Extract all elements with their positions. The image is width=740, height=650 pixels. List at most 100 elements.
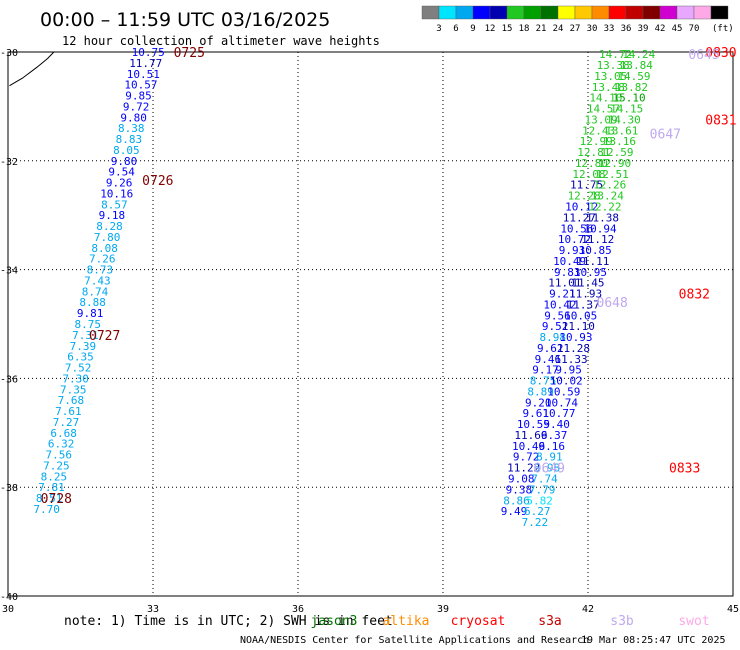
track-right-b-point: 13.16 [603,135,636,148]
pass-time-label: 0645 [688,48,719,63]
y-tick-label: -38 [0,483,18,494]
track-left-point: 8.88 [79,296,106,309]
track-right-b-point: 9.95 [555,364,582,377]
pass-time-label: 0830 [705,46,736,61]
color-scale-swatch [438,5,457,20]
track-right-a-point: 9.21 [549,288,576,301]
track-left-point: 10.16 [100,187,133,200]
track-right-a-point: 8.98 [539,331,566,344]
track-right-b-point: 13.24 [591,190,624,203]
pass-time-label: 0726 [142,174,173,189]
chart-title: 00:00 – 11:59 UTC 03/16/2025 [40,9,330,31]
track-right-a-point: 14.57 [587,103,620,116]
track-right-a-point: 8.75 [530,375,557,388]
color-scale-label: 18 [519,24,530,34]
coastline [9,51,55,87]
track-right-a-point: 9.52 [542,320,569,333]
legend-entry: cryosat [451,614,506,629]
track-right-a-point: 11.27 [563,211,596,224]
color-scale-label: 15 [502,24,513,34]
color-scale-swatch [540,5,559,20]
color-scale-label: 3 [436,24,441,34]
track-left-point: 9.54 [108,166,135,179]
pass-time-labels: 0725 0726 0727 0728 0830 0831 0832 0833 0645 0647… [41,46,737,507]
track-right-b-point: 12.51 [596,168,629,181]
x-tick-label: 45 [727,604,739,615]
color-scale-label: 24 [553,24,564,34]
track-right-b-point: 6.98 [534,462,561,475]
track-right-b-point: 7.22 [522,516,549,529]
track-left-point: 9.72 [123,100,150,113]
axis-tick-labels: 30 33 36 39 42 45 -30 -32 -34 -36 -38 -40 [0,48,739,615]
track-left-point: 10.51 [127,68,160,81]
legend-entry: s3b [610,614,634,629]
chart-subtitle: 12 hour collection of altimeter wave hei… [62,34,380,48]
color-scale-swatch [574,5,593,20]
track-left-point: 9.80 [111,155,138,168]
coastline-segment [9,51,55,87]
track-right-a-point: 10.46 [512,440,545,453]
track-left-point: 7.43 [84,274,111,287]
track-right-a-point: 9.72 [513,451,540,464]
y-tick-label: -32 [0,157,18,168]
track-left-point: 6.32 [48,438,75,451]
track-left-point: 7.39 [70,340,97,353]
track-right-b-point: 10.94 [584,222,617,235]
track-left-point: 9.18 [99,209,126,222]
track-right-b-point: 8.91 [536,451,563,464]
color-scale-swatch [659,5,678,20]
track-left-point: 7.30 [62,372,89,385]
track-right-b-point: 10.74 [545,396,578,409]
color-scale-bar: 3 6 9 12 15 18 21 24 27 30 33 36 39 42 45 70 (ft) [421,5,734,34]
track-right-b-point: 9.16 [539,440,566,453]
track-right-a-point: 12.81 [577,146,610,159]
track-right-a-point: 13.09 [584,113,617,126]
x-tick-label: 42 [582,604,594,615]
legend-entry: swot [678,614,709,629]
pass-time-label: 0831 [705,113,736,128]
track-right-b-point: 5.82 [526,494,553,507]
pass-time-label: 0647 [650,128,681,143]
track-right-a-point: 10.56 [560,222,593,235]
track-right-b-point: 11.93 [569,288,602,301]
track-right-b-point: 10.93 [559,331,592,344]
track-left-point: 8.28 [96,220,123,233]
track-right-b-point: 12.22 [588,200,621,213]
track-right-b-point: 11.38 [586,211,619,224]
track-right-a-point: 13.38 [597,59,630,72]
pass-time-label: 0832 [679,288,710,303]
track-right-a-point: 9.83 [554,266,581,279]
track-right-a-point: 10.55 [517,418,550,431]
track-right-b-point: 14.30 [608,113,641,126]
pass-time-label: 0728 [41,492,72,507]
x-tick-label: 36 [292,604,304,615]
track-left-point: 8.05 [113,144,140,157]
track-right-a-point: 12.80 [575,157,608,170]
track-right-a-point: 10.42 [543,298,576,311]
track-left-point: 7.70 [33,503,60,516]
track-left-point: 8.57 [101,198,128,211]
color-scale-unit: (ft) [712,24,734,34]
track-right-b-point: 13.84 [620,59,653,72]
color-scale-swatch [489,5,508,20]
track-left-point: 6.68 [50,427,77,440]
track-right-b-point: 14.15 [610,103,643,116]
track-right-b-point: 11.28 [557,342,590,355]
color-scale-label: 70 [689,24,700,34]
color-scale-swatch [455,5,474,20]
pass-time-label: 0833 [669,462,700,477]
color-scale-label: 21 [536,24,547,34]
color-scale-swatch [591,5,610,20]
track-right-a-point: 12.43 [582,124,615,137]
track-right-a-point: 11.01 [548,277,581,290]
track-right-b-point: 11.10 [562,320,595,333]
track-right-b-point: 11.33 [555,353,588,366]
track-left-point: 6.35 [67,351,94,364]
color-scale-label: 12 [485,24,496,34]
footer-note: note: 1) Time is in UTC; 2) SWH is in fe… [64,614,393,629]
color-scale-swatch [608,5,627,20]
track-right-b-point: 14.59 [617,70,650,83]
track-right-a-point: 14.72 [599,48,632,61]
